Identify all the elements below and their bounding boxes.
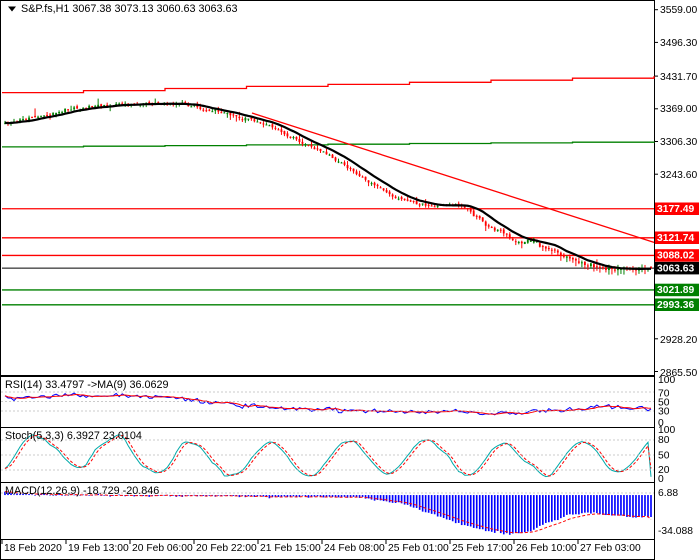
svg-text:6.88: 6.88 (658, 488, 678, 499)
svg-text:3559.00: 3559.00 (660, 5, 697, 16)
svg-text:MACD(12,26,9) -18.729 -20.846: MACD(12,26,9) -18.729 -20.846 (5, 485, 159, 497)
svg-text:3021.89: 3021.89 (657, 285, 694, 296)
svg-text:20 Feb 06:00: 20 Feb 06:00 (132, 543, 193, 554)
svg-text:3177.49: 3177.49 (657, 204, 694, 215)
svg-text:Stoch(5,3,3) 6.3927 23.0104: Stoch(5,3,3) 6.3927 23.0104 (5, 430, 142, 442)
svg-text:80: 80 (658, 435, 670, 446)
svg-text:3088.02: 3088.02 (657, 251, 694, 262)
svg-text:2993.36: 2993.36 (657, 300, 694, 311)
svg-text:3121.74: 3121.74 (657, 233, 694, 244)
svg-text:21 Feb 15:00: 21 Feb 15:00 (260, 543, 321, 554)
svg-text:S&P.fs,H1 3067.38 3073.13 30: S&P.fs,H1 3067.38 3073.13 3060.63 3063.6… (21, 3, 238, 15)
svg-text:100: 100 (658, 375, 675, 386)
svg-text:0: 0 (658, 474, 664, 485)
svg-text:RSI(14) 33.4797 ->MA(9) 36.0: RSI(14) 33.4797 ->MA(9) 36.0629 (5, 379, 169, 391)
svg-text:3306.30: 3306.30 (660, 137, 697, 148)
svg-text:3243.60: 3243.60 (660, 170, 697, 181)
svg-text:27 Feb 03:00: 27 Feb 03:00 (580, 543, 641, 554)
svg-text:2928.20: 2928.20 (660, 335, 697, 346)
svg-text:18 Feb 2020: 18 Feb 2020 (4, 543, 62, 554)
svg-text:25 Feb 17:00: 25 Feb 17:00 (452, 543, 513, 554)
svg-text:3431.70: 3431.70 (660, 72, 697, 83)
svg-text:20 Feb 22:00: 20 Feb 22:00 (196, 543, 257, 554)
svg-text:3063.63: 3063.63 (657, 263, 694, 274)
svg-text:19 Feb 13:00: 19 Feb 13:00 (68, 543, 129, 554)
svg-text:30: 30 (658, 407, 670, 418)
svg-text:25 Feb 01:00: 25 Feb 01:00 (388, 543, 449, 554)
svg-text:26 Feb 10:00: 26 Feb 10:00 (516, 543, 577, 554)
svg-text:3369.00: 3369.00 (660, 104, 697, 115)
svg-text:50: 50 (658, 451, 670, 462)
svg-text:-34.088: -34.088 (658, 526, 693, 537)
svg-text:24 Feb 08:00: 24 Feb 08:00 (324, 543, 385, 554)
svg-text:3496.30: 3496.30 (660, 38, 697, 49)
